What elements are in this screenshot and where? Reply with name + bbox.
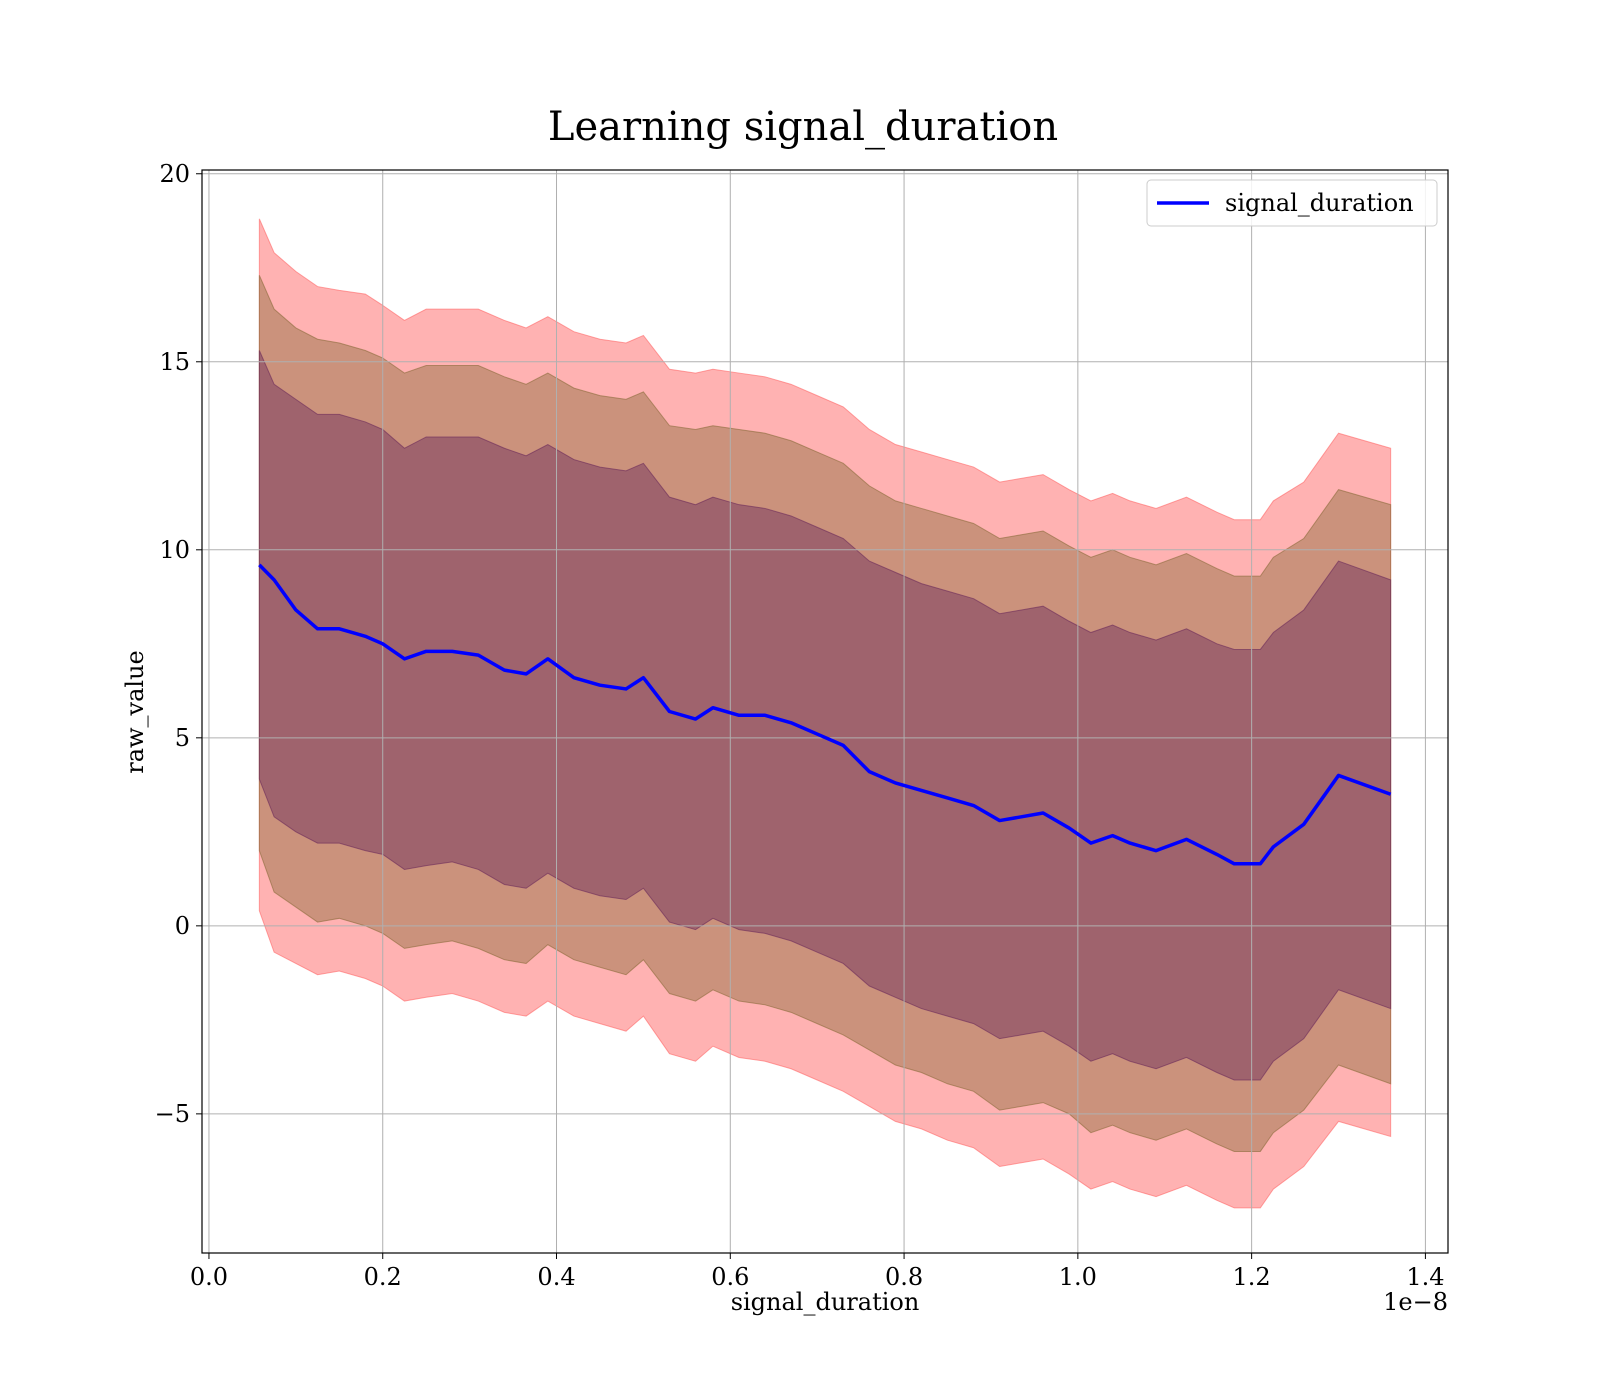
- x-tick-label: 0.6: [711, 1263, 749, 1291]
- plot-frame: [201, 169, 1449, 1254]
- legend: signal_duration: [1146, 179, 1438, 227]
- band-outer: [258, 218, 1392, 1209]
- x-tick-label: 1.2: [1233, 1263, 1271, 1291]
- y-axis-label: raw_value: [121, 650, 149, 774]
- x-tick-label: 0.0: [190, 1263, 228, 1291]
- legend-label: signal_duration: [1225, 189, 1414, 217]
- band-middle: [258, 275, 1392, 1152]
- x-tick-label: 1.4: [1406, 1263, 1444, 1291]
- chart-title: Learning signal_duration: [548, 104, 1058, 150]
- band-inner: [258, 350, 1392, 1081]
- y-tick-label: 5: [175, 724, 190, 752]
- x-tick-label: 0.2: [364, 1263, 402, 1291]
- x-tick-label: 0.8: [885, 1263, 923, 1291]
- series-lines: [258, 563, 1392, 866]
- x-axis-label: signal_duration: [731, 1288, 920, 1316]
- y-tick-label: 10: [159, 536, 190, 564]
- x-tick-label: 1.0: [1059, 1263, 1097, 1291]
- x-axis-offset-text: 1e−8: [1383, 1288, 1448, 1316]
- x-tick-label: 0.4: [537, 1263, 575, 1291]
- y-tick-label: 0: [175, 912, 190, 940]
- y-tick-label: −5: [155, 1100, 190, 1128]
- series-line-signal_duration: [258, 563, 1392, 866]
- y-tick-label: 15: [159, 348, 190, 376]
- legend-box: [1146, 179, 1438, 227]
- y-tick-label: 20: [159, 160, 190, 188]
- plot-area: [201, 169, 1449, 1254]
- x-axis-ticks: 0.0 0.2 0.4 0.6 0.8 1.0 1.2 1.4: [190, 1253, 1444, 1291]
- confidence-bands: [258, 218, 1392, 1209]
- y-axis-ticks: −5 0 5 10 15 20: [155, 160, 202, 1128]
- grid-lines: [202, 170, 1448, 1253]
